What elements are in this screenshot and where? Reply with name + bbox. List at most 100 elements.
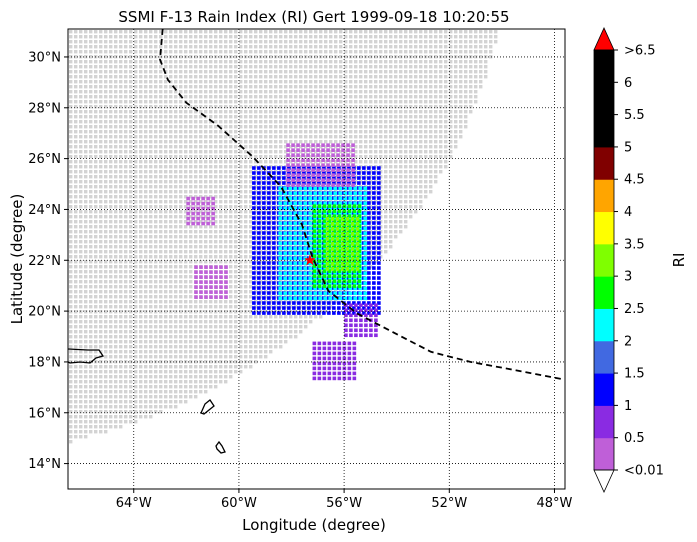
swath-dot (149, 105, 153, 109)
swath-dot (159, 105, 163, 109)
swath-dot (114, 415, 118, 419)
swath-dot (254, 40, 258, 44)
swath-dot (79, 390, 83, 394)
swath-dot (159, 315, 163, 319)
swath-dot (399, 175, 403, 179)
swath-dot (184, 105, 188, 109)
swath-dot (254, 75, 258, 79)
swath-dot (104, 220, 108, 224)
swath-dot (274, 90, 278, 94)
swath-dot (354, 150, 358, 154)
swath-dot (209, 165, 213, 169)
swath-dot (219, 365, 223, 369)
swath-dot (199, 245, 203, 249)
swath-dot (419, 55, 423, 59)
swath-dot (374, 110, 378, 114)
swath-dot (224, 380, 228, 384)
swath-dot (399, 110, 403, 114)
swath-dot (129, 365, 133, 369)
swath-dot (164, 225, 168, 229)
swath-dot (159, 280, 163, 284)
swath-dot (319, 115, 323, 119)
swath-dot (294, 300, 298, 304)
swath-dot (74, 250, 78, 254)
swath-dot (94, 80, 98, 84)
swath-dot (114, 310, 118, 314)
swath-dot (194, 245, 198, 249)
swath-dot (309, 125, 313, 129)
swath-dot (324, 305, 328, 309)
swath-dot (114, 395, 118, 399)
swath-dot (134, 385, 138, 389)
swath-dot (224, 105, 228, 109)
swath-dot (159, 55, 163, 59)
swath-dot (304, 120, 308, 124)
swath-dot (149, 365, 153, 369)
swath-dot (394, 160, 398, 164)
swath-dot (319, 80, 323, 84)
swath-dot (199, 140, 203, 144)
swath-dot (249, 215, 253, 219)
swath-dot (184, 355, 188, 359)
swath-dot (364, 145, 368, 149)
swath-dot (259, 165, 263, 169)
swath-dot (189, 155, 193, 159)
swath-dot (209, 360, 213, 364)
swath-dot (214, 240, 218, 244)
swath-dot (234, 330, 238, 334)
swath-dot (74, 305, 78, 309)
swath-dot (124, 180, 128, 184)
swath-dot (274, 345, 278, 349)
swath-dot (259, 80, 263, 84)
swath-dot (114, 90, 118, 94)
swath-dot (314, 305, 318, 309)
swath-dot (299, 140, 303, 144)
swath-dot (234, 245, 238, 249)
swath-dot (414, 125, 418, 129)
swath-dot (239, 340, 243, 344)
swath-dot (114, 355, 118, 359)
swath-dot (179, 30, 183, 34)
swath-dot (389, 230, 393, 234)
swath-dot (194, 210, 198, 214)
swath-dot (264, 335, 268, 339)
swath-dot (364, 165, 368, 169)
swath-dot (309, 55, 313, 59)
swath-dot (104, 135, 108, 139)
swath-dot (129, 225, 133, 229)
swath-dot (199, 300, 203, 304)
swath-dot (129, 260, 133, 264)
swath-dot (84, 195, 88, 199)
swath-dot (434, 165, 438, 169)
swath-dot (159, 125, 163, 129)
swath-dot (394, 175, 398, 179)
swath-dot (449, 65, 453, 69)
swath-dot (304, 150, 308, 154)
swath-dot (189, 135, 193, 139)
swath-dot (319, 300, 323, 304)
swath-dot (259, 275, 263, 279)
swath-dot (314, 105, 318, 109)
swath-dot (179, 180, 183, 184)
swath-dot (204, 240, 208, 244)
swath-dot (399, 205, 403, 209)
swath-dot (124, 390, 128, 394)
rain-cell (357, 166, 361, 170)
swath-dot (204, 335, 208, 339)
swath-dot (204, 200, 208, 204)
swath-dot (224, 150, 228, 154)
swath-dot (209, 335, 213, 339)
swath-dot (224, 305, 228, 309)
swath-dot (384, 50, 388, 54)
swath-dot (209, 210, 213, 214)
swath-dot (114, 160, 118, 164)
swath-dot (124, 275, 128, 279)
swath-dot (329, 160, 333, 164)
swath-dot (334, 35, 338, 39)
swath-dot (374, 90, 378, 94)
swath-dot (324, 85, 328, 89)
swath-dot (249, 190, 253, 194)
swath-dot (109, 380, 113, 384)
swath-dot (184, 40, 188, 44)
swath-dot (294, 180, 298, 184)
